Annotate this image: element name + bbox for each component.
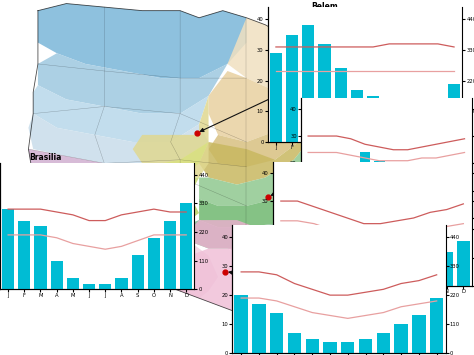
Text: Rio de Janeiro: Rio de Janeiro	[342, 154, 403, 163]
Bar	[432, 102, 444, 142]
Bar	[180, 203, 192, 289]
Polygon shape	[142, 142, 209, 178]
Polygon shape	[209, 53, 308, 142]
Bar	[323, 342, 337, 353]
Text: Belem: Belem	[311, 2, 338, 11]
Bar	[288, 333, 301, 353]
Polygon shape	[199, 142, 308, 206]
Polygon shape	[171, 206, 294, 248]
Bar	[18, 220, 30, 289]
Bar	[148, 238, 160, 289]
Bar	[286, 35, 298, 142]
Bar	[252, 304, 265, 353]
Bar	[308, 252, 320, 286]
Bar	[319, 44, 330, 142]
Text: Salvador: Salvador	[366, 89, 404, 98]
Bar	[394, 324, 408, 353]
Bar	[51, 261, 63, 289]
Polygon shape	[199, 160, 308, 227]
Bar	[383, 108, 395, 142]
Polygon shape	[28, 114, 209, 167]
Polygon shape	[28, 149, 104, 234]
Polygon shape	[133, 96, 209, 178]
Bar	[440, 252, 453, 286]
Bar	[164, 220, 176, 289]
Polygon shape	[152, 248, 275, 320]
Bar	[374, 161, 384, 218]
Bar	[445, 193, 456, 218]
Polygon shape	[33, 85, 209, 142]
Bar	[402, 174, 413, 218]
Bar	[35, 226, 46, 289]
Polygon shape	[95, 163, 199, 206]
Bar	[377, 333, 390, 353]
Bar	[374, 274, 387, 286]
Bar	[331, 185, 342, 218]
Polygon shape	[114, 220, 180, 241]
Polygon shape	[209, 71, 308, 167]
Bar	[416, 114, 428, 142]
Polygon shape	[85, 220, 218, 298]
Bar	[412, 316, 426, 353]
Bar	[407, 266, 420, 286]
Polygon shape	[47, 185, 142, 241]
Bar	[335, 69, 347, 142]
Polygon shape	[190, 220, 284, 291]
Polygon shape	[38, 4, 246, 78]
Bar	[83, 284, 95, 289]
Bar	[448, 84, 460, 142]
Bar	[303, 196, 313, 218]
Bar	[391, 272, 403, 286]
Bar	[274, 235, 287, 286]
Polygon shape	[95, 185, 199, 227]
Bar	[457, 241, 470, 286]
Bar	[459, 196, 470, 218]
Bar	[99, 284, 111, 289]
Bar	[270, 312, 283, 353]
Bar	[306, 339, 319, 353]
Polygon shape	[199, 114, 308, 185]
Bar	[2, 209, 14, 289]
Bar	[367, 96, 379, 142]
Bar	[359, 339, 372, 353]
Bar	[115, 278, 128, 289]
Polygon shape	[38, 53, 228, 114]
Bar	[67, 278, 79, 289]
Bar	[270, 53, 282, 142]
Bar	[417, 185, 427, 218]
Bar	[346, 169, 356, 218]
Bar	[388, 169, 399, 218]
Bar	[317, 193, 328, 218]
Bar	[341, 272, 354, 286]
Bar	[400, 111, 411, 142]
Bar	[430, 298, 443, 353]
Bar	[235, 295, 248, 353]
Bar	[357, 274, 370, 286]
Bar	[424, 260, 437, 286]
Text: Brasilia: Brasilia	[29, 153, 61, 162]
Bar	[132, 255, 144, 289]
Bar	[324, 263, 337, 286]
Bar	[360, 153, 370, 218]
Bar	[431, 191, 441, 218]
Text: São Paulo: São Paulo	[318, 218, 360, 227]
Bar	[341, 342, 355, 353]
Bar	[291, 244, 304, 286]
Bar	[302, 26, 314, 142]
Bar	[351, 90, 363, 142]
Polygon shape	[228, 18, 294, 89]
